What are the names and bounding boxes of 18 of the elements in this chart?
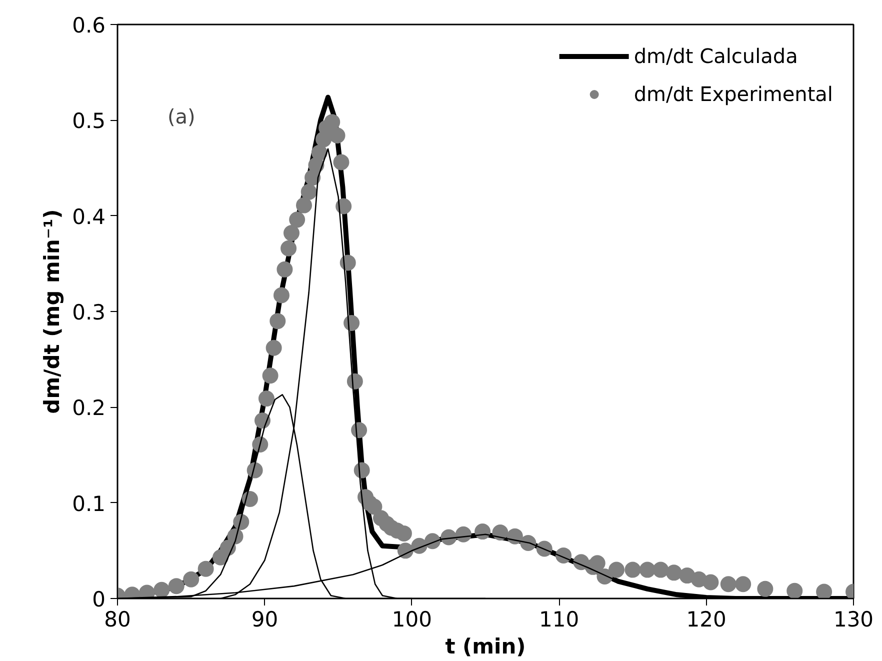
x-tick-label: 130 (833, 608, 874, 632)
x-axis-title: t (min) (445, 634, 526, 658)
x-tick-label: 100 (392, 608, 432, 632)
y-tick-label: 0.3 (72, 300, 106, 324)
x-tick-label: 110 (539, 608, 580, 632)
y-tick-label: 0 (92, 588, 106, 612)
y-axis-title: dm/dt (mg min⁻¹) (40, 209, 64, 414)
legend-label: dm/dt Experimental (634, 82, 833, 106)
legend-label: dm/dt Calculada (634, 44, 798, 68)
y-tick-label: 0.5 (72, 109, 106, 134)
x-tick-label: 120 (686, 608, 726, 632)
annotation: (a) (168, 104, 196, 128)
y-tick-label: 0.6 (72, 14, 106, 38)
y-tick-label: 0.1 (72, 492, 106, 516)
y-tick-label: 0.4 (72, 204, 106, 229)
x-tick-label: 90 (251, 608, 278, 632)
x-tick-label: 80 (104, 608, 131, 632)
y-tick-label: 0.2 (72, 396, 106, 420)
